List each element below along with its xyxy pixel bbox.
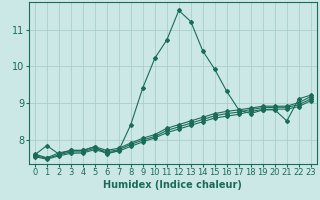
X-axis label: Humidex (Indice chaleur): Humidex (Indice chaleur) [103,180,242,190]
